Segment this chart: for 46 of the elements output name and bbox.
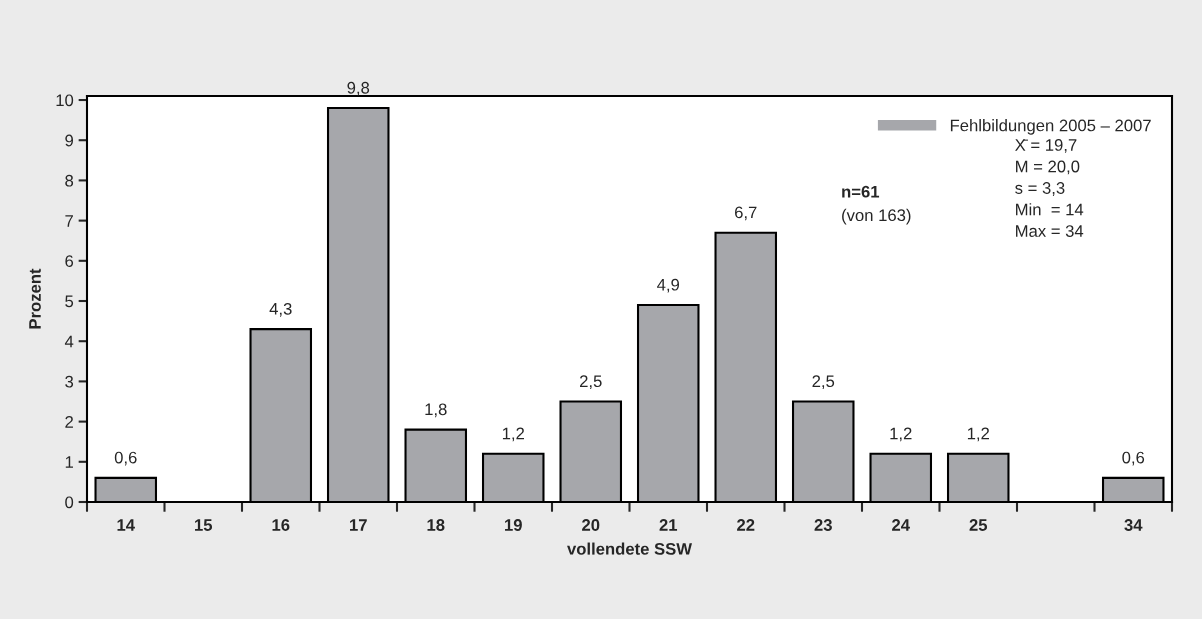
y-axis-title: Prozent	[29, 268, 41, 329]
x-tick-label: 25	[969, 519, 988, 531]
x-tick-label: 34	[1124, 519, 1143, 531]
y-tick-label: 0	[65, 496, 74, 509]
x-tick-label: 21	[659, 519, 678, 531]
legend-label: Fehlbildungen 2005 – 2007	[950, 119, 1151, 135]
x-tick-label: 15	[195, 519, 213, 531]
x-tick-label: 16	[272, 519, 290, 531]
data-label: 4,3	[269, 302, 292, 317]
annotation: (von 163)	[842, 208, 911, 225]
data-label: 6,7	[735, 206, 757, 221]
data-label: 9,8	[347, 81, 370, 96]
data-label: 1,2	[890, 427, 912, 442]
data-label: 2,5	[812, 375, 835, 390]
annotation: n=61	[842, 185, 880, 198]
y-tick-label: 2	[65, 416, 73, 428]
y-tick-label: 6	[65, 255, 74, 268]
data-label: 2,5	[580, 375, 602, 390]
x-tick-label: 19	[505, 519, 522, 531]
y-tick-label: 4	[64, 335, 74, 348]
y-tick-label: 7	[65, 215, 73, 227]
y-tick-label: 9	[65, 134, 74, 147]
x-axis-title: vollendete SSW	[567, 542, 692, 555]
data-label: 0,6	[114, 451, 137, 466]
x-tick-label: 22	[737, 519, 755, 531]
data-label: 4,9	[657, 278, 680, 293]
y-tick-label: 1	[65, 456, 73, 468]
x-tick-label: 18	[427, 519, 445, 531]
x-tick-label: 20	[582, 519, 600, 531]
data-label: 1,8	[425, 403, 447, 418]
data-label: 0,6	[1122, 451, 1145, 466]
data-label: 1,2	[967, 427, 989, 442]
x-tick-label: 14	[117, 519, 135, 531]
annotation: s = 3,3	[1015, 182, 1065, 196]
data-label: 1,2	[502, 427, 524, 442]
annotation: M = 20,0	[1016, 160, 1080, 175]
y-tick-label: 8	[65, 174, 74, 187]
annotation: X̄ = 19,7	[1015, 139, 1077, 153]
y-tick-label: 10	[56, 94, 74, 107]
x-tick-label: 24	[892, 519, 910, 531]
annotation: Min = 14	[1016, 203, 1084, 216]
y-tick-label: 5	[65, 295, 74, 308]
x-tick-label: 23	[814, 519, 832, 531]
annotation: Max = 34	[1016, 225, 1084, 237]
x-tick-label: 17	[350, 519, 367, 531]
y-tick-label: 3	[65, 375, 74, 388]
